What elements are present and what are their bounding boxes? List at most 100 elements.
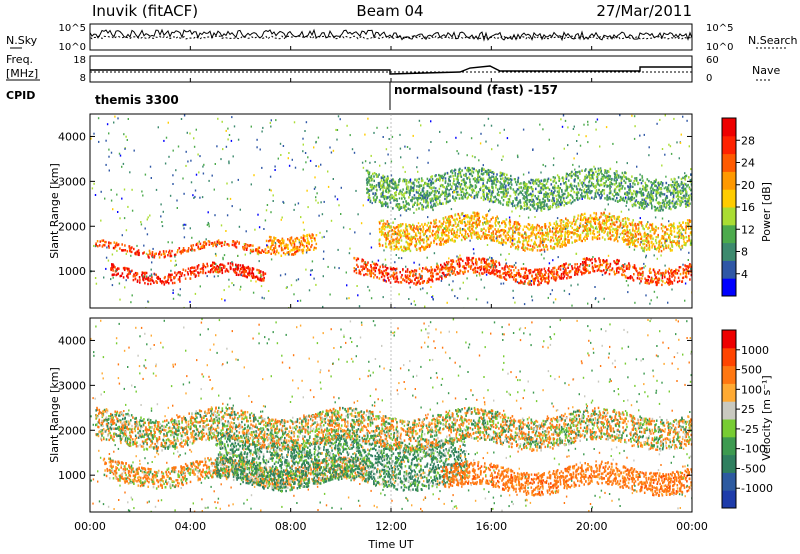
heatmap-cell — [421, 223, 423, 226]
heatmap-cell — [427, 205, 429, 209]
heatmap-cell — [536, 276, 539, 280]
heatmap-cell — [594, 215, 597, 219]
heatmap-cell — [605, 271, 607, 274]
heatmap-cell — [655, 247, 658, 251]
heatmap-cell — [473, 215, 476, 219]
heatmap-cell — [672, 225, 674, 228]
heatmap-cell — [190, 244, 192, 247]
heatmap-cell — [439, 242, 441, 246]
heatmap-cell — [619, 199, 621, 202]
heatmap-cell — [404, 191, 407, 194]
heatmap-cell — [353, 267, 356, 270]
heatmap-cell — [516, 240, 519, 244]
heatmap-cell — [391, 241, 393, 245]
heatmap-cell — [128, 245, 130, 248]
heatmap-cell — [404, 197, 406, 200]
heatmap-cell — [641, 224, 644, 228]
heatmap-cell — [577, 214, 580, 217]
heatmap-cell — [601, 229, 603, 232]
heatmap-cell — [117, 243, 120, 246]
heatmap-cell — [584, 269, 587, 272]
heatmap-cell — [210, 269, 212, 272]
heatmap-cell — [173, 276, 175, 279]
heatmap-cell — [294, 240, 297, 243]
heatmap-cell — [633, 264, 636, 267]
heatmap-cell — [495, 230, 498, 233]
heatmap-cell — [553, 277, 555, 281]
heatmap-cell — [575, 185, 578, 188]
heatmap-cell — [469, 178, 471, 181]
heatmap-cell — [430, 221, 432, 225]
heatmap-cell — [629, 183, 631, 186]
heatmap-cell — [487, 222, 489, 225]
heatmap-cell — [633, 224, 636, 227]
heatmap-cell — [581, 195, 583, 198]
heatmap-cell — [148, 279, 150, 282]
heatmap-cell — [292, 246, 294, 249]
heatmap-cell — [190, 267, 192, 270]
heatmap-cell — [514, 238, 516, 241]
heatmap-cell — [552, 266, 555, 270]
heatmap-cell — [656, 190, 659, 193]
heatmap-cell — [367, 196, 370, 199]
heatmap-cell — [658, 243, 660, 247]
heatmap-cell — [407, 202, 410, 205]
heatmap-cell — [682, 200, 684, 204]
heatmap-cell — [448, 218, 451, 221]
heatmap-cell — [370, 271, 373, 274]
heatmap-cell — [567, 230, 570, 233]
heatmap-cell — [476, 170, 479, 173]
heatmap-cell — [650, 281, 652, 284]
heatmap-cell — [609, 183, 611, 187]
heatmap-cell — [625, 177, 628, 181]
heatmap-cell — [465, 267, 467, 270]
heatmap-cell — [192, 244, 194, 247]
heatmap-cell — [442, 237, 444, 240]
freq-label-bottom: [MHz] — [6, 67, 38, 80]
heatmap-cell — [400, 234, 403, 238]
heatmap-cell — [448, 175, 451, 179]
heatmap-cell — [690, 233, 692, 236]
heatmap-cell — [512, 278, 515, 281]
heatmap-cell — [385, 245, 387, 248]
heatmap-cell — [270, 245, 273, 248]
heatmap-cell — [398, 241, 400, 245]
heatmap-cell — [540, 179, 543, 182]
heatmap-cell — [485, 270, 488, 273]
heatmap-cell — [512, 188, 515, 191]
heatmap-cell — [604, 171, 606, 174]
heatmap-cell — [672, 194, 675, 197]
heatmap-cell — [685, 194, 687, 197]
heatmap-cell — [546, 245, 548, 248]
heatmap-cell — [641, 204, 643, 208]
heatmap-cell — [638, 221, 641, 224]
heatmap-cell — [407, 247, 409, 250]
heatmap-cell — [111, 273, 114, 277]
heatmap-cell — [221, 269, 223, 272]
heatmap-cell — [558, 235, 560, 239]
nsky-line — [89, 28, 693, 42]
heatmap-cell — [198, 247, 200, 251]
heatmap-cell — [557, 273, 559, 277]
heatmap-cell — [520, 275, 522, 278]
heatmap-cell — [567, 219, 569, 222]
heatmap-cell — [666, 280, 668, 284]
heatmap-cell — [455, 191, 458, 194]
heatmap-cell — [607, 215, 609, 218]
heatmap-cell — [624, 229, 627, 233]
heatmap-cell — [215, 266, 217, 269]
heatmap-cell — [513, 221, 516, 224]
heatmap-cell — [539, 249, 541, 252]
heatmap-cell — [161, 281, 163, 285]
heatmap-cell — [406, 232, 409, 236]
heatmap-cell — [406, 241, 409, 244]
heatmap-cell — [489, 220, 491, 223]
heatmap-cell — [599, 167, 602, 170]
heatmap-cell — [297, 249, 299, 253]
heatmap-cell — [689, 278, 691, 281]
heatmap-cell — [623, 235, 625, 239]
heatmap-cell — [434, 225, 437, 229]
heatmap-cell — [547, 269, 549, 272]
heatmap-cell — [549, 205, 552, 208]
heatmap-cell — [180, 274, 183, 277]
